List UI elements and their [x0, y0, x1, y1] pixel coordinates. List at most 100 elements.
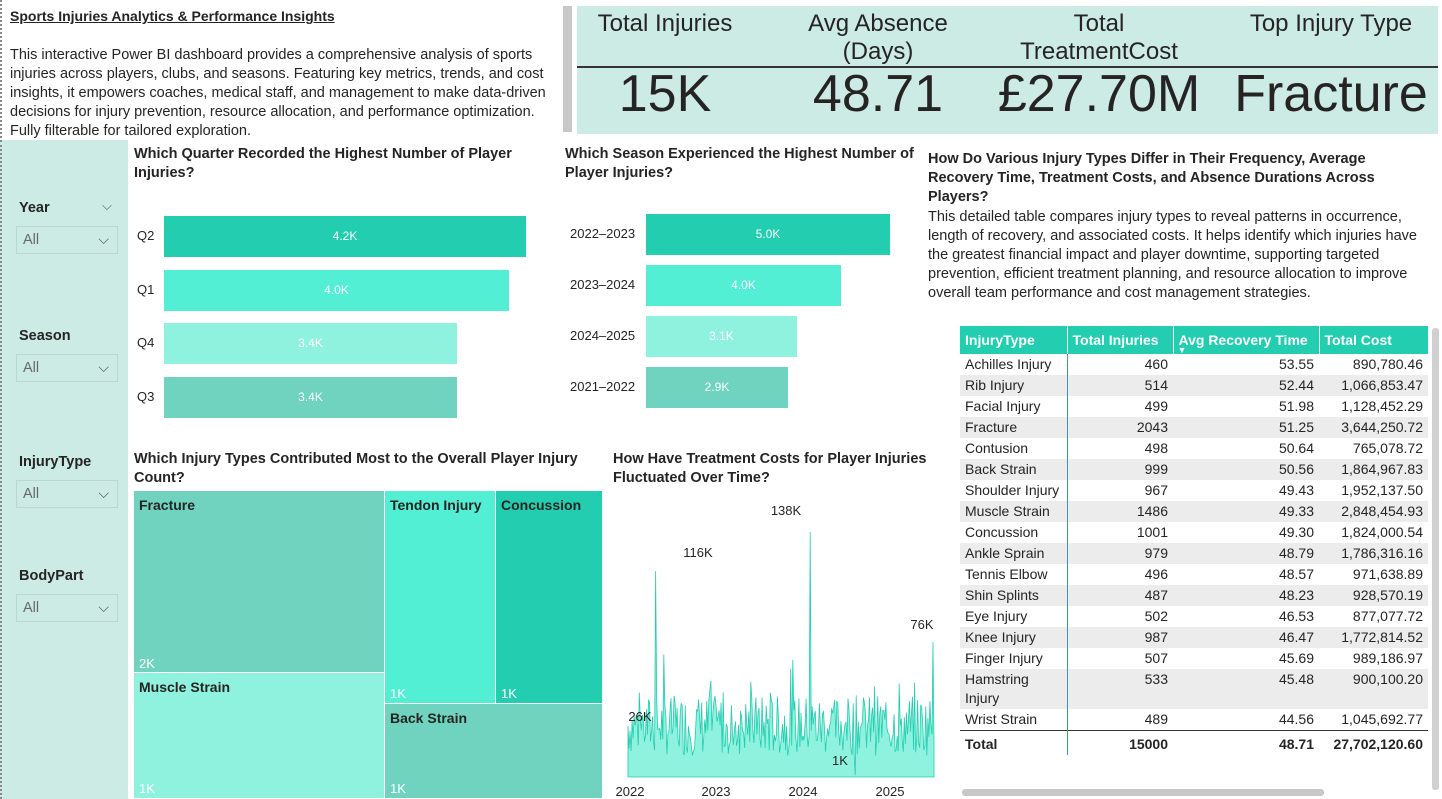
- table-cell: 987: [1067, 627, 1173, 648]
- treemap-title: Which Injury Types Contributed Most to t…: [134, 451, 578, 486]
- kpi-value-top-injury: Fracture: [1234, 65, 1428, 123]
- kpi-label-top-injury: Top Injury Type: [1249, 10, 1413, 37]
- table-cell: Tennis Elbow: [960, 564, 1068, 585]
- table-row[interactable]: Eye Injury 502 46.53 877,077.72: [960, 606, 1428, 627]
- column-header-avg-recovery[interactable]: Avg Recovery Time ▼: [1173, 326, 1320, 355]
- bar[interactable]: [164, 376, 457, 418]
- table-row[interactable]: Tennis Elbow 496 48.57 971,638.89: [960, 564, 1428, 585]
- table-cell: 489: [1144, 711, 1168, 727]
- table-cell: 460: [1144, 356, 1168, 372]
- table-cell: 1,772,814.52: [1319, 627, 1428, 648]
- injury-treemap[interactable]: Fracture 2K Muscle Strain 1K Tendon Inju…: [133, 490, 603, 799]
- table-row[interactable]: Shoulder Injury 967 49.43 1,952,137.50: [960, 480, 1428, 501]
- table-vertical-scrollbar[interactable]: [1432, 328, 1439, 790]
- table-cell: Knee Injury: [960, 627, 1068, 648]
- kpi-value-treatment-cost: £27.70M: [997, 65, 1201, 123]
- quarter-chart-title: Which Quarter Recorded the Highest Numbe…: [134, 146, 512, 181]
- bar-data-label: 4.0K: [731, 278, 756, 292]
- table-row[interactable]: Rib Injury 514 52.44 1,066,853.47: [960, 375, 1428, 396]
- table-cell: 48.57: [1278, 566, 1314, 582]
- table-row[interactable]: Contusion 498 50.64 765,078.72: [960, 438, 1428, 459]
- table-cell: 890,780.46: [1352, 356, 1423, 372]
- table-header-row: InjuryType Total Injuries Avg Recovery T…: [960, 326, 1428, 355]
- peak-annotation: 116K: [683, 545, 713, 560]
- bar[interactable]: [646, 367, 788, 408]
- category-label: 2021–2022: [570, 379, 636, 394]
- table-cell: 51.98: [1278, 398, 1314, 414]
- table-cell: 928,570.19: [1319, 585, 1428, 606]
- treemap-tile-concussion[interactable]: Concussion 1K: [495, 490, 603, 704]
- kpi-label-avg-absence: Avg Absence (Days): [808, 10, 948, 65]
- season-dropdown[interactable]: All ⌵: [16, 354, 118, 382]
- treemap-tile-tendon-injury[interactable]: Tendon Injury 1K: [384, 490, 496, 704]
- table-cell: Rib Injury: [960, 375, 1068, 396]
- treatment-cost-area-chart[interactable]: 116K 138K 76K 26K 1K 2022 2023 2024 2025: [610, 495, 950, 799]
- treemap-tile-back-strain[interactable]: Back Strain 1K: [384, 703, 603, 799]
- table-cell: Shoulder Injury: [960, 480, 1068, 501]
- season-bar-chart[interactable]: 2022–2023 5.0K 2023–2024 4.0K 2024–2025 3.1K 2…: [560, 200, 910, 420]
- table-horizontal-scrollbar[interactable]: [962, 789, 1324, 796]
- treemap-tile-muscle-strain[interactable]: Muscle Strain 1K: [133, 672, 385, 799]
- bar[interactable]: [646, 265, 841, 306]
- peak-annotation: 26K: [628, 709, 651, 724]
- bar[interactable]: [164, 216, 526, 257]
- treemap-tile-fracture[interactable]: Fracture 2K: [133, 490, 385, 674]
- bar[interactable]: [164, 269, 509, 311]
- table-row[interactable]: Ankle Sprain 979 48.79 1,786,316.16: [960, 543, 1428, 564]
- table-row[interactable]: Muscle Strain 1486 49.33 2,848,454.93: [960, 501, 1428, 522]
- table-cell: 979: [1067, 543, 1173, 564]
- table-row[interactable]: Concussion 1001 49.30 1,824,000.54: [960, 522, 1428, 543]
- table-cell: 487: [1067, 585, 1173, 606]
- category-label: 2022–2023: [570, 226, 636, 241]
- quarter-bar-chart[interactable]: Q2 4.2K Q1 4.0K Q4 3.4K Q3 3.4K: [128, 200, 548, 430]
- table-row[interactable]: Facial Injury 499 51.98 1,128,452.29: [960, 396, 1428, 417]
- table-cell: 44.56: [1278, 711, 1314, 727]
- table-cell: 53.55: [1278, 356, 1314, 372]
- table-cell: 48.79: [1173, 543, 1319, 564]
- season-chart-title: Which Season Experienced the Highest Num…: [565, 146, 914, 181]
- table-row[interactable]: Achilles Injury 460 53.55 890,780.46: [960, 354, 1428, 375]
- cost-area-series[interactable]: [627, 531, 935, 778]
- column-header-injurytype[interactable]: InjuryType: [960, 326, 1068, 354]
- total-cell: 48.71: [1173, 730, 1319, 755]
- injury-type-table[interactable]: InjuryType Total Injuries Avg Recovery T…: [960, 326, 1428, 755]
- treemap-tile-value: 2K: [139, 656, 155, 671]
- table-cell: 514: [1067, 375, 1173, 396]
- bar[interactable]: [646, 316, 797, 357]
- treemap-tile-value: 1K: [501, 686, 517, 701]
- table-row[interactable]: Finger Injury 507 45.69 989,186.97: [960, 648, 1428, 669]
- bar-data-label: 5.0K: [755, 227, 781, 241]
- chevron-down-icon: ⌵: [98, 231, 109, 247]
- column-header-total-injuries[interactable]: Total Injuries: [1067, 326, 1174, 354]
- table-row[interactable]: Wrist Strain 489 44.56 1,045,692.77: [960, 709, 1428, 731]
- column-header-label: Avg Recovery Time: [1178, 332, 1308, 348]
- treemap-tile-label: Concussion: [501, 497, 582, 513]
- kpi-label-treatment-cost: Total TreatmentCost: [1020, 10, 1178, 65]
- table-cell: 971,638.89: [1352, 566, 1423, 582]
- table-cell: 49.43: [1278, 482, 1314, 498]
- bar-data-label: 2.9K: [704, 380, 730, 394]
- table-cell: 765,078.72: [1352, 440, 1423, 456]
- table-row[interactable]: Hamstring Injury 533 45.48 900,100.20: [960, 669, 1428, 709]
- table-total-row: Total 15000 48.71 27,702,120.60: [960, 730, 1428, 755]
- table-row[interactable]: Knee Injury 987 46.47 1,772,814.52: [960, 627, 1428, 648]
- table-cell: Muscle Strain: [960, 501, 1068, 522]
- intro-scrollbar[interactable]: [563, 6, 572, 132]
- injurytype-dropdown[interactable]: All ⌵: [16, 480, 118, 508]
- column-header-total-cost[interactable]: Total Cost: [1319, 326, 1428, 354]
- bar[interactable]: [164, 323, 457, 364]
- table-cell: Eye Injury: [960, 606, 1068, 627]
- bar[interactable]: [646, 214, 890, 255]
- slicer-label-bodypart: BodyPart: [19, 568, 84, 584]
- table-cell: 989,186.97: [1352, 650, 1423, 666]
- table-row[interactable]: Fracture 2043 51.25 3,644,250.72: [960, 417, 1428, 438]
- bodypart-dropdown[interactable]: All ⌵: [16, 594, 118, 622]
- table-row[interactable]: Back Strain 999 50.56 1,864,967.83: [960, 459, 1428, 480]
- chevron-down-icon[interactable]: ⌵: [102, 198, 112, 213]
- table-cell: 49.33: [1173, 501, 1319, 522]
- year-dropdown[interactable]: All ⌵: [16, 226, 118, 254]
- table-cell: 1,864,967.83: [1319, 459, 1428, 480]
- total-cell: 15000: [1067, 730, 1173, 755]
- table-row[interactable]: Shin Splints 487 48.23 928,570.19: [960, 585, 1428, 606]
- slicer-label-season: Season: [19, 328, 71, 344]
